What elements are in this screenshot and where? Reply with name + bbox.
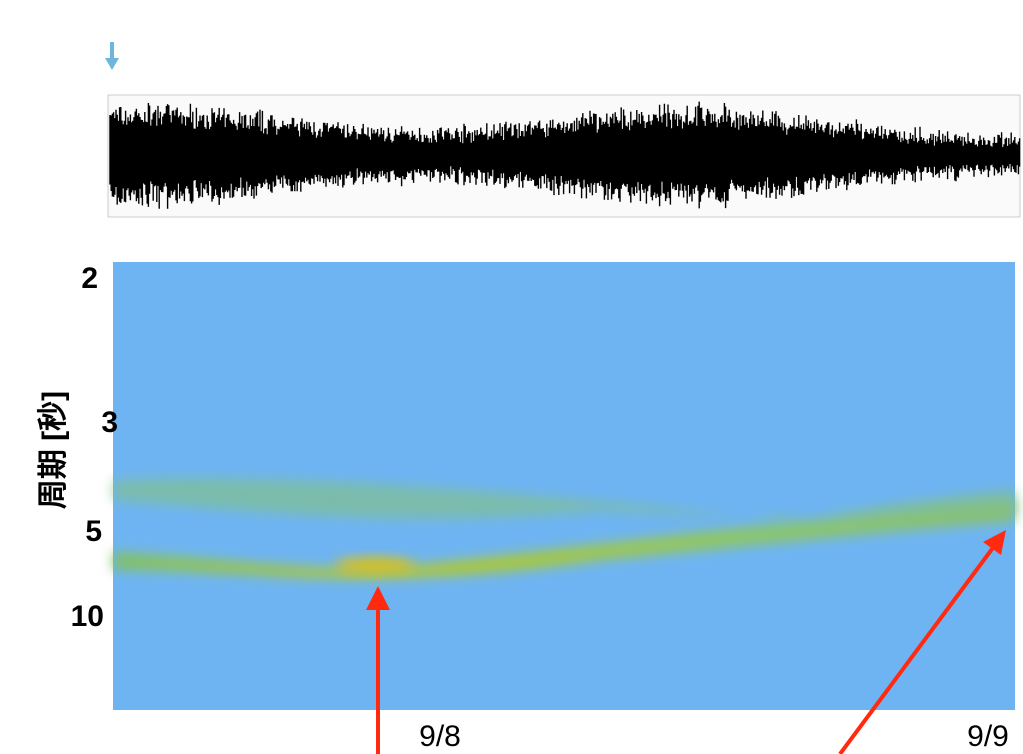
y-tick-label: 5 [85, 515, 102, 548]
x-label: 9/8 [419, 720, 461, 753]
x-label: 9/9 [967, 720, 1009, 753]
y-tick-label: 2 [81, 262, 98, 295]
spectral-band [113, 500, 1015, 579]
spectral-peak [335, 557, 415, 573]
annotation-arrow [366, 530, 1006, 754]
seismogram-trace [109, 101, 1021, 209]
marker-arrow [105, 42, 119, 70]
y-tick-label: 3 [101, 406, 118, 439]
y-axis-label: 周期 [秒] [37, 391, 70, 509]
y-tick-label: 10 [71, 600, 104, 633]
waveform [109, 101, 1021, 209]
spectral-band-upper [113, 478, 1015, 520]
